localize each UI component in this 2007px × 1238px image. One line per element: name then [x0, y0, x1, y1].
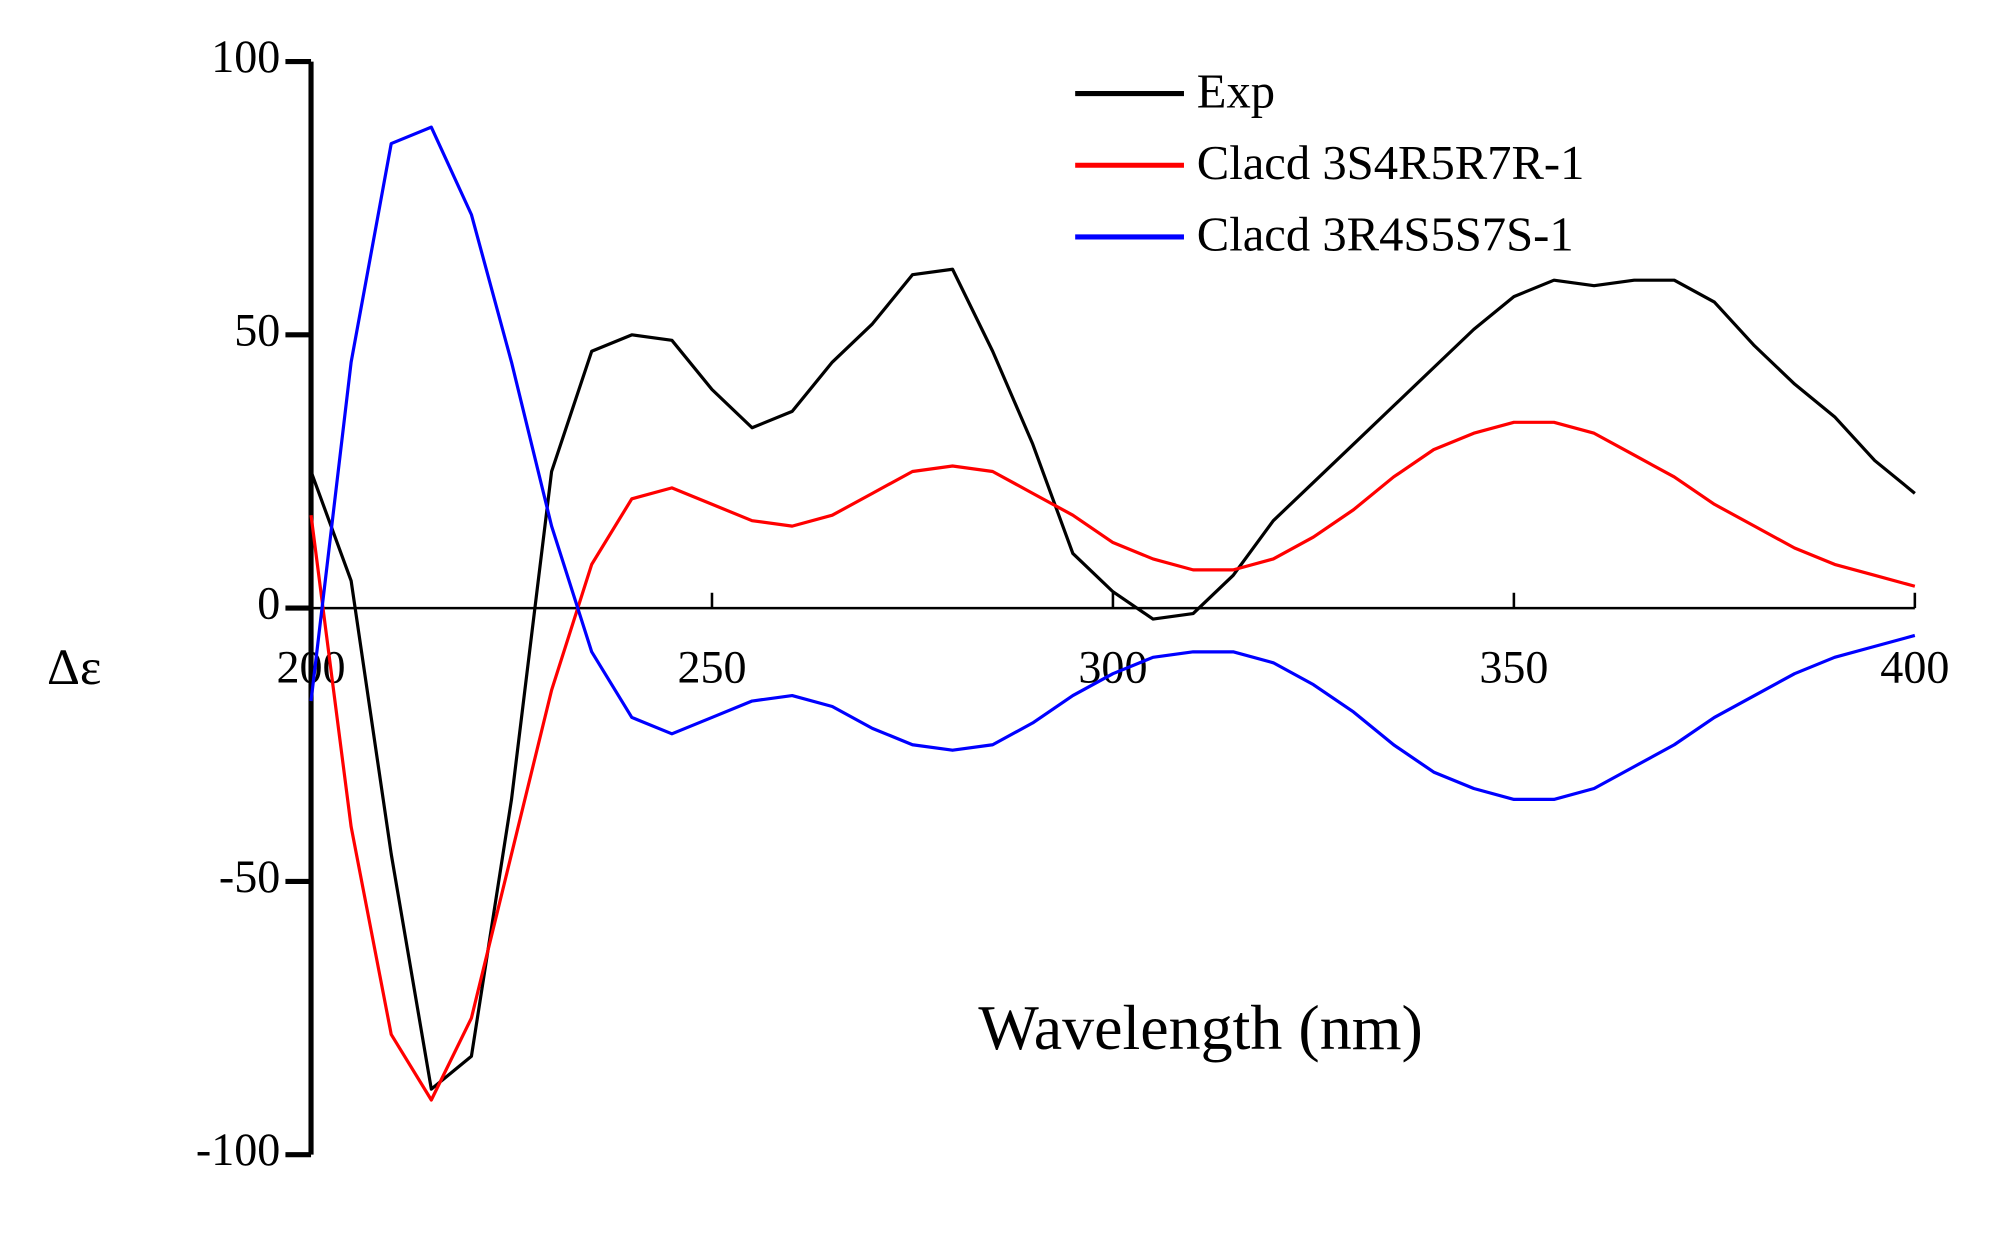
y-tick-label: 0	[257, 578, 280, 629]
y-tick-label: -100	[196, 1124, 280, 1175]
y-axis-label: Δε	[47, 639, 101, 696]
y-tick-label: 50	[234, 304, 280, 355]
x-tick-label: 400	[1880, 642, 1949, 693]
legend-label: Clacd 3S4R5R7R-1	[1197, 136, 1585, 190]
x-tick-label: 300	[1078, 642, 1147, 693]
x-axis-label: Wavelength (nm)	[978, 992, 1422, 1063]
line-series	[309, 125, 1916, 802]
line-series	[309, 267, 1916, 1091]
y-tick-label: -50	[219, 851, 280, 902]
x-tick-label: 200	[276, 642, 345, 693]
x-tick-label: 350	[1479, 642, 1548, 693]
legend-label: Exp	[1197, 64, 1275, 118]
y-tick-label: 100	[211, 31, 280, 82]
legend-label: Clacd 3R4S5S7S-1	[1197, 208, 1574, 262]
x-tick-label: 250	[677, 642, 746, 693]
